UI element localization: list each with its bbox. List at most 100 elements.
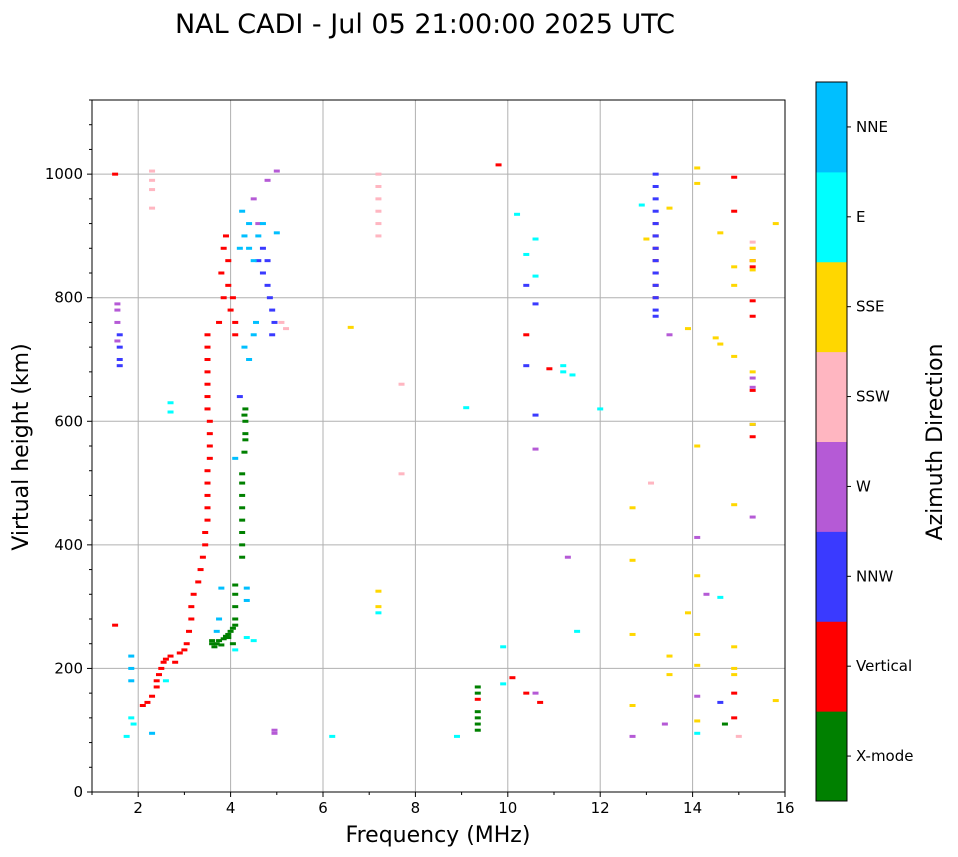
data-point (206, 432, 213, 436)
colorbar-segment (816, 351, 847, 442)
data-point (153, 685, 160, 689)
data-point (246, 222, 253, 226)
grid (92, 100, 785, 792)
x-tick-label: 8 (411, 799, 421, 817)
chart-title: NAL CADI - Jul 05 21:00:00 2025 UTC (175, 9, 675, 40)
data-point (652, 246, 659, 250)
data-point (232, 617, 239, 621)
data-point (204, 407, 211, 411)
data-point (232, 583, 239, 587)
data-point (209, 639, 216, 643)
data-point (694, 166, 701, 170)
data-point (749, 299, 756, 303)
data-point (694, 731, 701, 735)
data-point (643, 237, 650, 241)
data-point (375, 234, 382, 238)
data-point (236, 246, 243, 250)
x-tick-label: 10 (498, 799, 517, 817)
data-point (772, 222, 779, 226)
x-tick-label: 4 (226, 799, 236, 817)
data-point (172, 660, 179, 664)
data-point (149, 731, 156, 735)
data-point (242, 419, 249, 423)
data-point (149, 188, 156, 192)
data-point (474, 697, 481, 701)
data-point (474, 722, 481, 726)
data-point (114, 339, 121, 343)
data-point (149, 694, 156, 698)
data-point (255, 259, 262, 263)
x-tick-label: 12 (591, 799, 610, 817)
data-point (204, 358, 211, 361)
data-point (213, 642, 220, 646)
colorbar-category-label: SSW (856, 388, 890, 406)
data-point (183, 642, 190, 646)
colorbar-category-label: NNW (856, 567, 893, 585)
data-point (749, 385, 756, 389)
data-point (652, 271, 659, 275)
data-point (232, 320, 239, 324)
colorbar-label: Azimuth Direction (923, 343, 948, 540)
data-point (264, 178, 271, 182)
y-tick-label: 0 (73, 783, 83, 801)
data-point (220, 246, 227, 250)
data-point (243, 586, 250, 590)
data-point (652, 222, 659, 226)
data-point (253, 320, 260, 324)
data-point (186, 629, 193, 633)
data-point (239, 531, 246, 534)
data-point (216, 320, 223, 324)
data-point (246, 358, 253, 361)
colorbar: X-mode Vertical NNW W SSW SSE E NNE (816, 82, 913, 802)
data-point (269, 308, 276, 312)
colorbar-segment (816, 711, 847, 802)
plot-area (92, 100, 785, 792)
data-point (218, 271, 225, 275)
data-point (269, 333, 276, 337)
data-point (232, 333, 239, 337)
data-point (246, 246, 253, 250)
data-point (220, 296, 227, 300)
data-point (375, 197, 382, 201)
data-point (731, 666, 738, 670)
y-tick-label: 200 (54, 659, 83, 677)
data-point (398, 472, 405, 476)
data-point (232, 456, 239, 460)
data-point (347, 325, 354, 329)
data-point (523, 283, 530, 287)
data-point (149, 206, 156, 210)
data-point (694, 181, 701, 185)
data-point (532, 447, 539, 451)
data-point (694, 444, 701, 448)
data-point (694, 694, 701, 698)
data-point (474, 691, 481, 695)
data-point (749, 376, 756, 380)
data-point (652, 283, 659, 287)
data-point (204, 506, 211, 510)
data-point (239, 543, 246, 547)
data-point (116, 345, 123, 349)
data-point (116, 333, 123, 337)
data-point (532, 302, 539, 306)
data-point (116, 364, 123, 368)
data-point (114, 308, 121, 312)
data-point (229, 642, 236, 646)
data-point (597, 407, 604, 411)
data-point (162, 679, 169, 683)
data-point (652, 197, 659, 201)
data-point (232, 605, 239, 609)
data-point (239, 506, 246, 510)
data-point (255, 234, 262, 238)
data-point (749, 314, 756, 318)
data-point (666, 206, 673, 210)
data-point (629, 506, 636, 510)
data-point (652, 296, 659, 300)
data-point (629, 632, 636, 636)
data-point (232, 623, 239, 627)
data-point (112, 623, 119, 627)
data-point (243, 598, 250, 602)
data-point (225, 632, 232, 636)
y-tick-label: 800 (54, 289, 83, 307)
data-point (155, 673, 162, 677)
data-point (123, 734, 130, 738)
